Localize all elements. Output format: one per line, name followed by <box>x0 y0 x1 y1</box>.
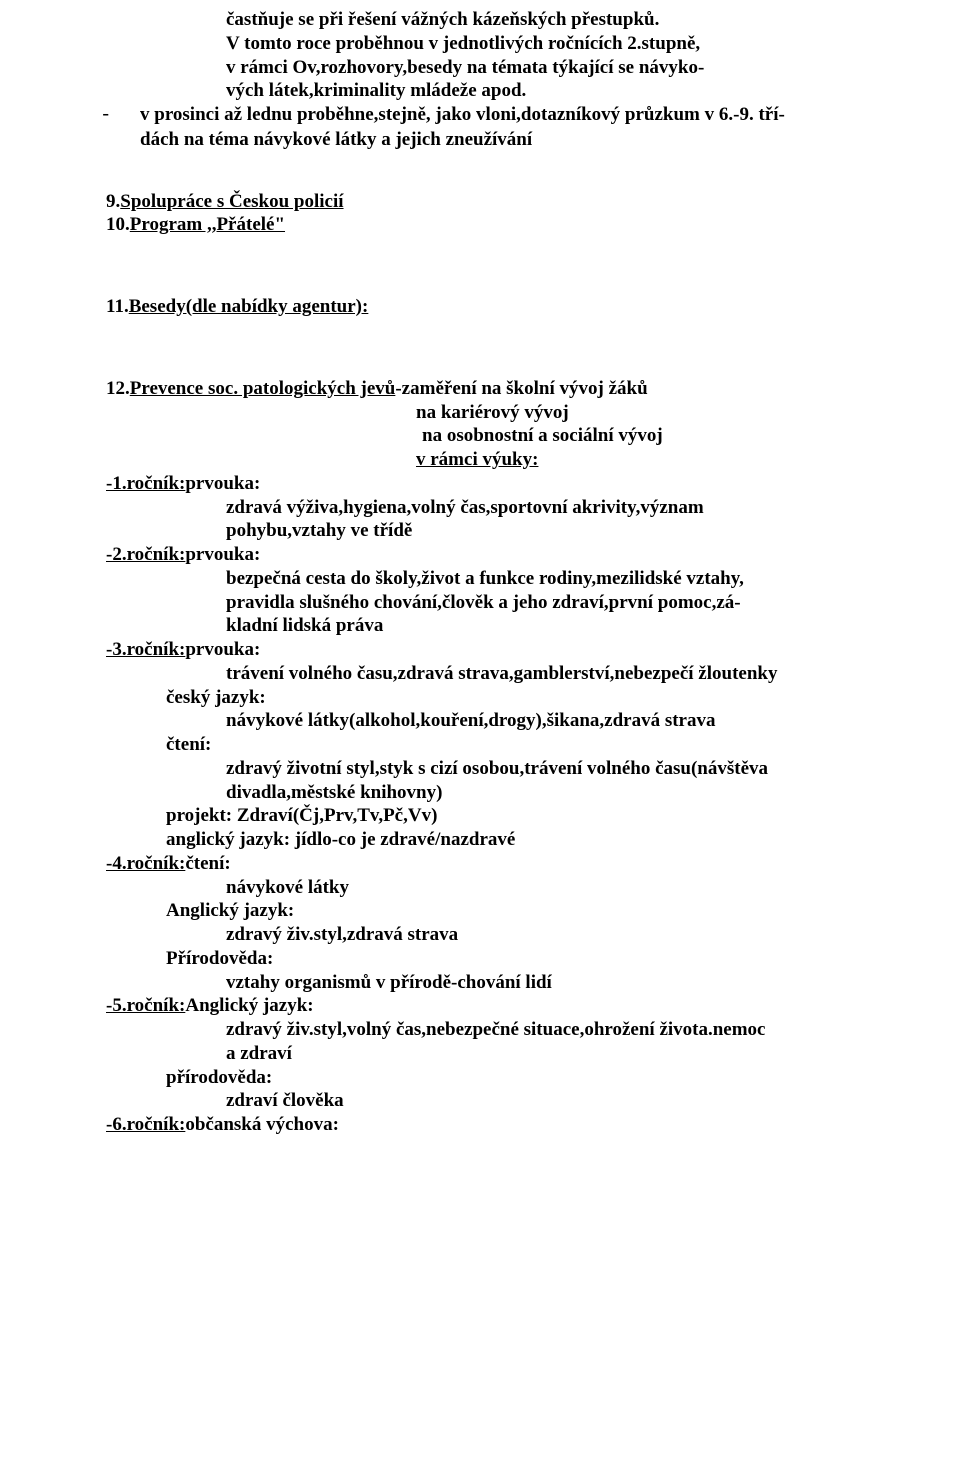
grade-3-ct-lead: čtení: <box>106 733 854 757</box>
sec-10-num: 10. <box>106 214 130 235</box>
grade-2-l1: bezpečná cesta do školy,život a funkce r… <box>106 567 854 591</box>
grade-5-l1: zdravý živ.styl,volný čas,nebezpečné sit… <box>106 1018 854 1042</box>
sec-12-text: Prevence soc. patologických jevů <box>130 378 396 399</box>
grade-6-subj: občanská výchova: <box>185 1114 339 1135</box>
grade-4-lead: -4.ročník: <box>106 853 185 874</box>
grade-5-lead: -5.ročník: <box>106 995 185 1016</box>
sec-11-text: Besedy(dle nabídky agentur): <box>129 296 369 317</box>
grade-3-aj: anglický jazyk: jídlo-co je zdravé/nazdr… <box>106 828 854 852</box>
para-top-l1: častňuje se při řešení vážných kázeňskýc… <box>106 8 854 32</box>
grade-3-ct-l1: zdravý životní styl,styk s cizí osobou,t… <box>106 757 854 781</box>
grade-1-l1: zdravá výživa,hygiena,volný čas,sportovn… <box>106 496 854 520</box>
grade-5-l2: a zdraví <box>106 1042 854 1066</box>
sec-12-sub1: na kariérový vývoj <box>106 401 854 425</box>
sec-11: 11.Besedy(dle nabídky agentur): <box>106 295 854 319</box>
grade-5-subj: Anglický jazyk: <box>185 995 313 1016</box>
grade-3-cj-l1: návykové látky(alkohol,kouření,drogy),ši… <box>106 709 854 733</box>
grade-4-l1: návykové látky <box>106 876 854 900</box>
grade-3-ct-l2: divadla,městské knihovny) <box>106 781 854 805</box>
sec-12-tail: -zaměření na školní vývoj žáků <box>395 378 647 399</box>
grade-4-aj-lead: Anglický jazyk: <box>106 899 854 923</box>
bullet-1-l1: v prosinci až lednu proběhne,stejně, jak… <box>140 104 785 125</box>
grade-2-l2: pravidla slušného chování,člověk a jeho … <box>106 591 854 615</box>
grade-3-proj: projekt: Zdraví(Čj,Prv,Tv,Pč,Vv) <box>106 804 854 828</box>
grade-4-head: -4.ročník:čtení: <box>106 852 854 876</box>
grade-4-pr-l1: vztahy organismů v přírodě-chování lidí <box>106 971 854 995</box>
sec-12-sub3-text: v rámci výuky: <box>416 449 538 470</box>
sec-9-num: 9. <box>106 191 120 212</box>
grade-3-lead: -3.ročník: <box>106 639 185 660</box>
grade-5-pr-l1: zdraví člověka <box>106 1089 854 1113</box>
sec-10: 10.Program ,,Přátelé" <box>106 213 854 237</box>
sec-9-text: Spolupráce s Českou policií <box>120 191 343 212</box>
grade-4-aj-l1: zdravý živ.styl,zdravá strava <box>106 923 854 947</box>
sec-12: 12.Prevence soc. patologických jevů-zamě… <box>106 377 854 401</box>
grade-4-pr-lead: Přírodověda: <box>106 947 854 971</box>
sec-10-text: Program ,,Přátelé" <box>130 214 285 235</box>
sec-12-sub2: na osobnostní a sociální vývoj <box>106 424 854 448</box>
dash-icon: - <box>120 104 140 128</box>
grade-1-lead: -1.ročník: <box>106 473 185 494</box>
grade-6-lead: -6.ročník: <box>106 1114 185 1135</box>
grade-4-subj: čtení: <box>185 853 230 874</box>
grade-2-head: -2.ročník:prvouka: <box>106 543 854 567</box>
grade-1-subj: prvouka: <box>185 473 260 494</box>
grade-2-subj: prvouka: <box>185 544 260 565</box>
grade-5-pr-lead: přírodověda: <box>106 1066 854 1090</box>
para-top-l3: v rámci Ov,rozhovory,besedy na témata tý… <box>106 56 854 80</box>
sec-9: 9.Spolupráce s Českou policií <box>106 190 854 214</box>
grade-5-head: -5.ročník:Anglický jazyk: <box>106 994 854 1018</box>
grade-3-cj-lead: český jazyk: <box>106 686 854 710</box>
grade-3-subj: prvouka: <box>185 639 260 660</box>
sec-11-num: 11. <box>106 296 129 317</box>
grade-3-head: -3.ročník:prvouka: <box>106 638 854 662</box>
grade-2-l3: kladní lidská práva <box>106 614 854 638</box>
sec-12-sub3: v rámci výuky: <box>106 448 854 472</box>
para-top-l2: V tomto roce proběhnou v jednotlivých ro… <box>106 32 854 56</box>
grade-2-lead: -2.ročník: <box>106 544 185 565</box>
sec-12-num: 12. <box>106 378 130 399</box>
bullet-1: -v prosinci až lednu proběhne,stejně, ja… <box>106 103 854 128</box>
grade-3-l1: trávení volného času,zdravá strava,gambl… <box>106 662 854 686</box>
grade-1-head: -1.ročník:prvouka: <box>106 472 854 496</box>
grade-1-l2: pohybu,vztahy ve třídě <box>106 519 854 543</box>
grade-6-head: -6.ročník:občanská výchova: <box>106 1113 854 1137</box>
para-top-l4: vých látek,kriminality mládeže apod. <box>106 79 854 103</box>
bullet-1-l2: dách na téma návykové látky a jejich zne… <box>106 128 854 152</box>
